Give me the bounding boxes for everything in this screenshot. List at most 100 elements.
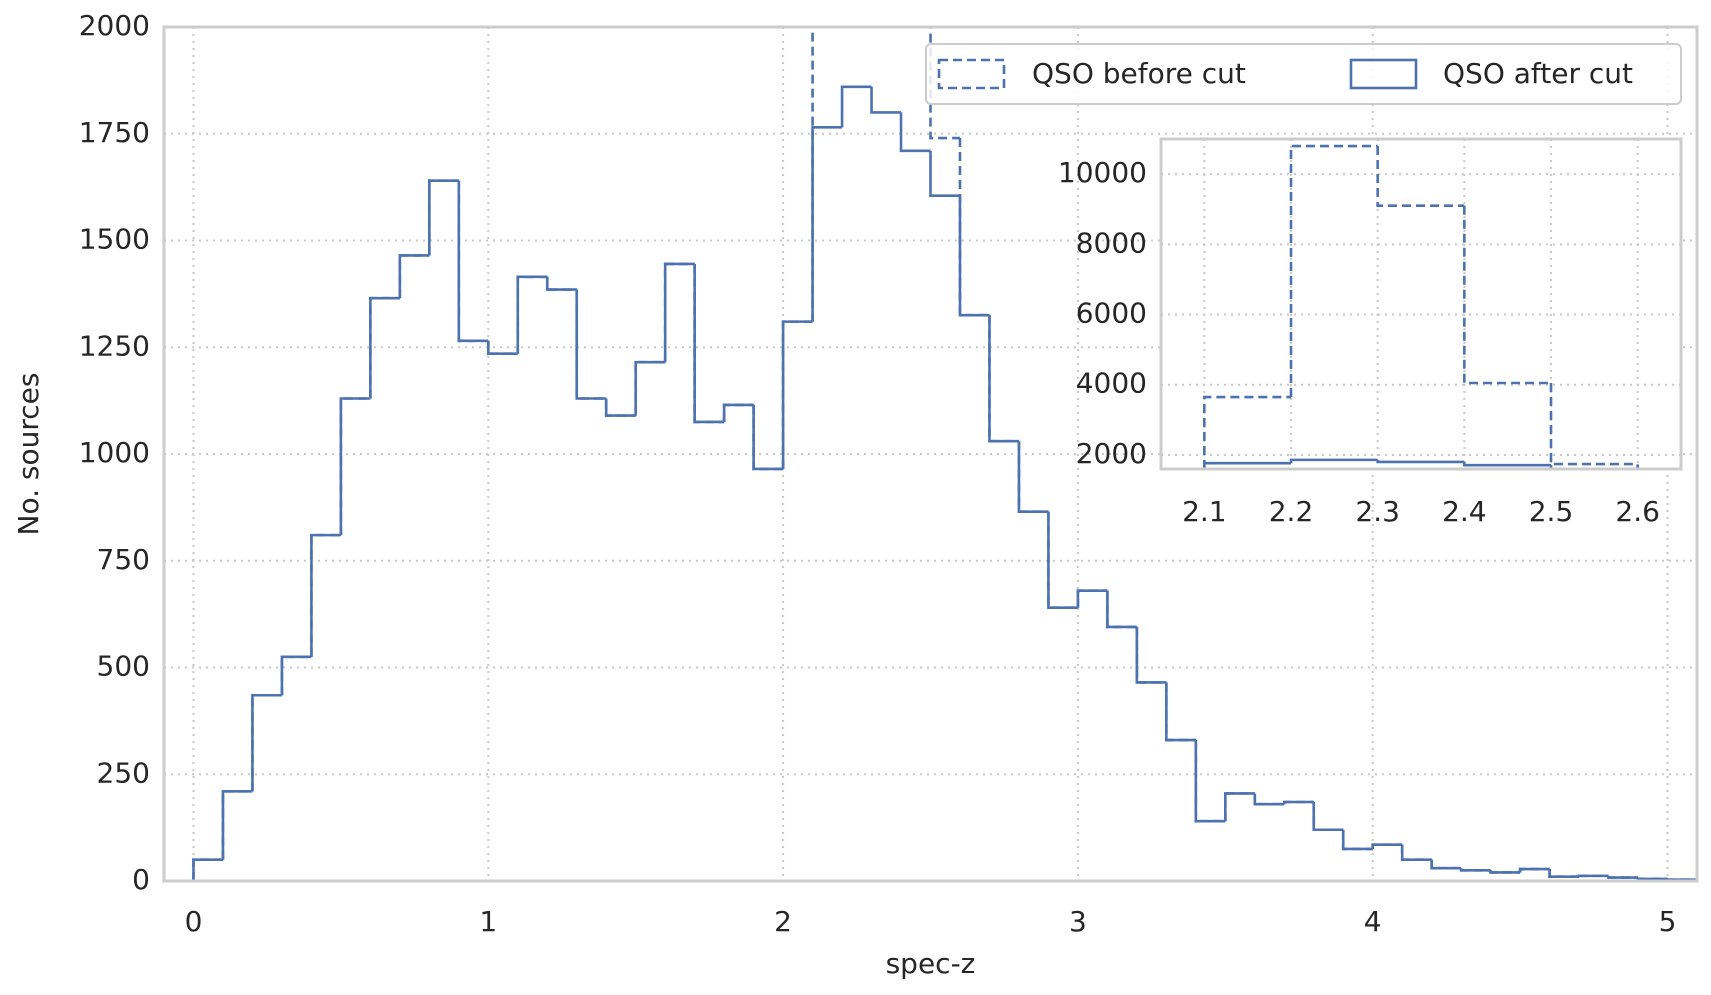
- histogram-step: [929, 150, 960, 197]
- legend-label: QSO after cut: [1443, 57, 1633, 90]
- y-tick-label: 4000: [1076, 367, 1147, 400]
- histogram-step: [1548, 869, 1580, 879]
- x-tick-label: 2.5: [1529, 495, 1574, 528]
- x-tick-label: 0: [185, 905, 203, 938]
- y-tick-label: 8000: [1076, 226, 1147, 259]
- histogram-step: [1224, 792, 1255, 822]
- histogram-step: [1376, 459, 1465, 464]
- histogram-step: [958, 195, 990, 317]
- histogram-step: [1203, 461, 1291, 469]
- histogram-step: [457, 180, 489, 343]
- x-tick-label: 2.6: [1615, 495, 1660, 528]
- x-axis-label: spec-z: [886, 947, 976, 980]
- histogram-step: [1549, 382, 1639, 469]
- histogram-step: [929, 27, 960, 140]
- histogram-step: [1289, 458, 1378, 464]
- series-group: [192, 27, 1697, 881]
- histogram-step: [1400, 844, 1432, 861]
- x-tick-label: 2: [774, 905, 792, 938]
- histogram-step: [840, 85, 872, 128]
- histogram-step: [988, 315, 1019, 443]
- histogram-step: [1459, 868, 1491, 872]
- legend: QSO before cut QSO after cut: [925, 43, 1682, 105]
- histogram-step: [1203, 395, 1291, 469]
- histogram-step: [1253, 793, 1285, 806]
- y-tick-label: 750: [97, 543, 150, 576]
- histogram-step: [575, 289, 607, 400]
- histogram-step: [1282, 800, 1314, 805]
- axes-frame: [162, 25, 1699, 883]
- histogram-step: [516, 275, 548, 354]
- histogram-step: [339, 397, 371, 536]
- histogram-step: [1463, 461, 1551, 467]
- x-tick-label: 2.3: [1355, 495, 1400, 528]
- histogram-step: [1106, 590, 1137, 629]
- histogram-step: [1518, 867, 1550, 873]
- y-tick-label: 1000: [79, 436, 150, 469]
- histogram-step: [428, 179, 459, 256]
- y-axis-label: No. sources: [12, 373, 45, 536]
- y-tick-label: 6000: [1076, 297, 1147, 330]
- y-tick-label: 2000: [1076, 437, 1147, 470]
- histogram-step: [1289, 144, 1378, 398]
- histogram-step: [1489, 870, 1521, 874]
- histogram-step: [693, 263, 725, 424]
- histogram-step: [1577, 874, 1609, 878]
- histogram-step: [1135, 626, 1167, 684]
- histogram-step: [1636, 877, 1668, 881]
- histogram-step: [545, 276, 577, 291]
- histogram-step: [1194, 740, 1226, 823]
- histogram-step: [310, 533, 341, 657]
- histogram-step: [1047, 511, 1078, 610]
- histogram-step: [722, 403, 754, 422]
- x-tick-label: 5: [1659, 905, 1677, 938]
- histogram-step: [369, 296, 400, 399]
- histogram-step: [1165, 682, 1196, 742]
- x-tick-label: 2.2: [1269, 495, 1314, 528]
- histogram-step: [781, 320, 813, 469]
- histogram-step: [1463, 205, 1551, 385]
- histogram-step: [221, 790, 253, 860]
- legend-box: [925, 43, 1682, 105]
- histogram-step: [1017, 441, 1049, 513]
- y-tick-label: 0: [132, 863, 150, 896]
- x-tick-label: 2.1: [1182, 495, 1227, 528]
- histogram-step: [251, 693, 282, 792]
- histogram-step: [811, 126, 843, 322]
- histogram-step: [1376, 146, 1465, 208]
- x-tick-label: 4: [1364, 905, 1382, 938]
- x-tick-label: 1: [479, 905, 497, 938]
- y-tick-label: 2000: [79, 9, 150, 42]
- plot-background: [1161, 139, 1681, 469]
- histogram-step: [280, 655, 312, 696]
- histogram-step: [398, 254, 430, 299]
- legend-swatch: [1349, 58, 1418, 90]
- histogram-step: [870, 86, 902, 114]
- y-tick-label: 10000: [1058, 156, 1147, 189]
- histogram-step: [663, 262, 695, 363]
- histogram-step: [899, 112, 931, 153]
- legend-swatch: [937, 58, 1006, 90]
- y-tick-label: 1500: [79, 223, 150, 256]
- legend-label: QSO before cut: [1032, 57, 1246, 90]
- histogram-step: [1430, 859, 1462, 870]
- y-tick-label: 250: [97, 756, 150, 789]
- histogram-step: [486, 340, 518, 355]
- y-tick-label: 500: [97, 650, 150, 683]
- x-tick-label: 2.4: [1442, 495, 1487, 528]
- histogram-step: [1371, 843, 1403, 849]
- y-tick-label: 1750: [79, 116, 150, 149]
- histogram-step: [1341, 829, 1373, 851]
- histogram-step: [752, 404, 784, 471]
- plot: 2000 4000 6000 8000 10000 2.1 2.2 2.3 2.4 2.5 2.6: [1058, 137, 1683, 528]
- histogram-step: [192, 858, 223, 881]
- histogram-step: [604, 398, 636, 417]
- x-tick-label: 3: [1069, 905, 1087, 938]
- axes-frame: [1159, 137, 1683, 471]
- histogram-step: [1607, 875, 1639, 879]
- y-tick-label: 1250: [79, 329, 150, 362]
- histogram-step: [1076, 589, 1108, 608]
- histogram-step: [1312, 802, 1344, 832]
- histogram-step: [634, 360, 666, 416]
